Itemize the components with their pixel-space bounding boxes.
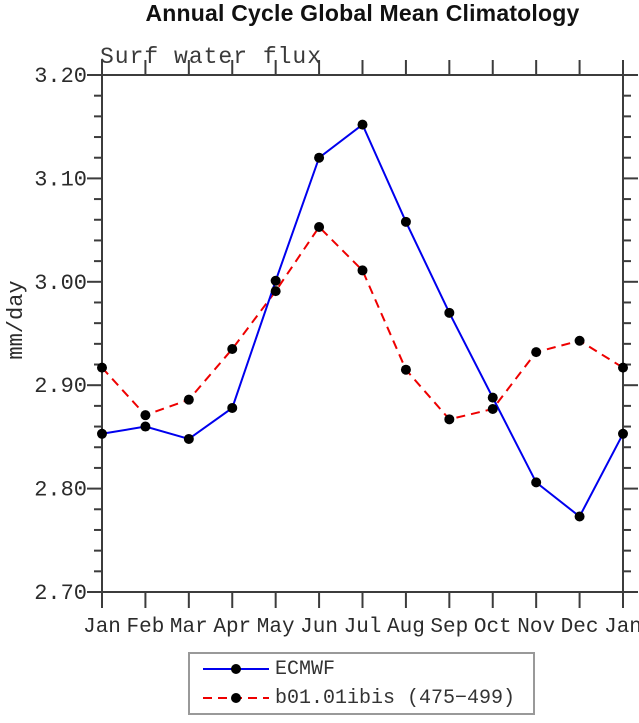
- legend-item-ecmwf: ECMWF: [190, 655, 533, 684]
- data-point-marker: [140, 421, 151, 432]
- data-point-marker: [227, 344, 238, 355]
- data-point-marker: [618, 362, 628, 373]
- y-tick-label: 2.90: [34, 374, 87, 399]
- data-point-marker: [97, 428, 107, 439]
- y-tick-label: 3.20: [34, 64, 87, 89]
- x-tick-label: Jan: [83, 616, 121, 639]
- x-tick-label: May: [257, 616, 295, 639]
- data-point-marker: [531, 347, 542, 358]
- marker-dot-icon: [231, 693, 241, 703]
- data-point-marker: [140, 410, 151, 421]
- x-tick-label: Apr: [213, 616, 251, 639]
- y-tick-label: 3.10: [34, 167, 87, 192]
- x-tick-label: Jan: [604, 616, 639, 639]
- x-tick-label: Oct: [474, 616, 512, 639]
- x-tick-label: Aug: [387, 616, 425, 639]
- y-tick-label: 2.80: [34, 478, 87, 503]
- data-point-marker: [314, 152, 325, 163]
- x-tick-label: Dec: [561, 616, 599, 639]
- marker-dot-icon: [231, 664, 241, 674]
- data-point-marker: [183, 433, 194, 444]
- data-point-marker: [444, 414, 455, 425]
- data-point-marker: [400, 364, 411, 375]
- data-point-marker: [487, 392, 498, 403]
- b01-series-line: [101, 225, 624, 421]
- data-point-marker: [227, 402, 238, 413]
- y-axis-label: mm/day: [4, 280, 29, 359]
- y-tick-label: 2.70: [34, 581, 87, 606]
- legend-item-b01-01ibis: b01.01ibis (475−499): [190, 684, 533, 713]
- data-point-marker: [183, 394, 194, 405]
- data-point-marker: [487, 403, 498, 414]
- legend: ECMWF b01.01ibis (475−499): [188, 652, 535, 715]
- data-point-marker: [270, 275, 281, 286]
- x-tick-label: Feb: [127, 616, 165, 639]
- annual-cycle-chart: Surf water flux mm/day 3.20 3.10 3.00 2.90 2…: [4, 44, 639, 639]
- legend-label-ecmwf: ECMWF: [275, 657, 336, 681]
- data-point-marker: [270, 286, 281, 297]
- plot-border: [101, 74, 624, 593]
- data-point-marker: [314, 221, 325, 232]
- x-tick-label: Nov: [517, 616, 555, 639]
- legend-label-b01-01ibis: b01.01ibis (475−499): [275, 686, 516, 710]
- data-point-marker: [97, 362, 107, 373]
- ecmwf-series-line: [101, 123, 624, 519]
- data-point-marker: [618, 428, 628, 439]
- data-point-marker: [574, 335, 585, 346]
- data-point-marker: [357, 265, 368, 276]
- data-point-marker: [444, 307, 455, 318]
- chart-title: Annual Cycle Global Mean Climatology: [145, 0, 580, 26]
- x-tick-label: Jun: [300, 616, 338, 639]
- y-tick-label: 3.00: [34, 271, 87, 296]
- data-point-marker: [400, 216, 411, 227]
- b01-line-swatch: [203, 693, 269, 703]
- data-point-marker: [574, 511, 585, 522]
- chart-subtitle: Surf water flux: [100, 44, 322, 70]
- data-point-marker: [531, 477, 542, 488]
- x-tick-label: Mar: [170, 616, 208, 639]
- x-tick-label: Sep: [430, 616, 468, 639]
- x-tick-label: Jul: [344, 616, 382, 639]
- data-point-marker: [357, 119, 368, 130]
- ecmwf-line-swatch: [203, 664, 269, 674]
